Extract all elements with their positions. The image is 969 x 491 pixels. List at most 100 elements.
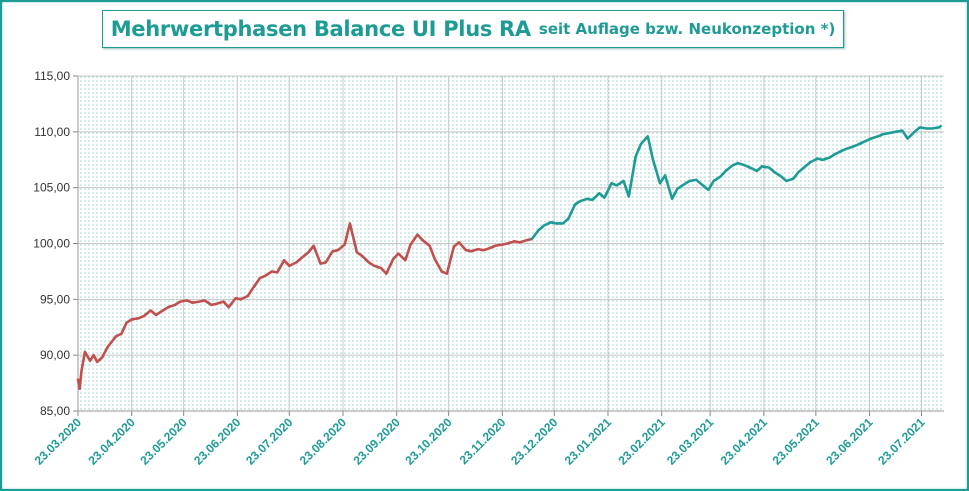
data-point: [615, 184, 618, 187]
data-point: [312, 244, 315, 247]
data-point: [628, 195, 630, 198]
data-point: [865, 140, 867, 142]
data-point: [719, 175, 722, 178]
data-point: [647, 135, 649, 138]
data-point: [567, 218, 569, 220]
data-point: [174, 304, 176, 306]
data-point: [453, 246, 455, 248]
data-point: [115, 335, 117, 338]
data-point: [307, 251, 310, 254]
data-point: [931, 127, 933, 130]
data-point: [331, 250, 334, 253]
data-point: [562, 222, 564, 225]
data-point: [295, 261, 298, 264]
data-point: [186, 299, 188, 302]
data-point: [846, 147, 848, 150]
data-point: [489, 247, 492, 249]
data-point: [167, 306, 169, 309]
data-point: [707, 189, 710, 191]
data-point: [780, 175, 782, 178]
data-point: [482, 249, 485, 251]
data-point: [125, 322, 128, 324]
data-point: [695, 179, 698, 181]
data-point: [882, 133, 885, 135]
data-point: [162, 309, 164, 312]
data-point: [106, 346, 109, 349]
data-point: [858, 143, 860, 145]
data-point: [380, 267, 382, 269]
data-point: [816, 157, 819, 160]
data-point: [246, 295, 249, 297]
y-tick-label: 90,00: [40, 348, 70, 362]
x-tick-label: 23.08.2020: [297, 415, 350, 468]
data-point: [804, 165, 807, 168]
data-point: [598, 192, 601, 195]
data-point: [271, 270, 273, 273]
data-point: [440, 270, 443, 273]
data-point: [397, 252, 400, 255]
x-tick-label: 23.01.2021: [562, 415, 615, 468]
y-tick-label: 85,00: [40, 404, 70, 418]
data-point: [501, 243, 504, 246]
data-point: [792, 177, 795, 180]
data-point: [288, 265, 291, 267]
data-point: [222, 300, 225, 303]
data-point: [210, 304, 213, 306]
data-point: [906, 137, 909, 140]
y-tick-label: 110,00: [34, 125, 70, 139]
chart-subtitle: seit Auflage bzw. Neukonzeption *): [538, 20, 836, 38]
data-point: [640, 143, 642, 145]
data-point: [300, 257, 303, 259]
x-tick-label: 23.12.2020: [508, 415, 561, 468]
x-tick-label: 23.10.2020: [402, 415, 455, 468]
x-tick-label: 23.06.2020: [191, 415, 244, 468]
data-point: [373, 265, 376, 267]
data-point: [525, 239, 528, 241]
data-point: [925, 127, 928, 130]
data-point: [446, 272, 448, 275]
data-point: [421, 239, 424, 241]
data-point: [531, 238, 533, 240]
data-point: [756, 170, 758, 172]
data-point: [574, 203, 576, 206]
data-point: [841, 150, 843, 152]
data-point: [822, 159, 824, 161]
data-point: [797, 171, 800, 173]
data-point: [191, 301, 194, 304]
data-point: [834, 153, 836, 155]
data-point: [458, 241, 460, 244]
x-tick-label: 23.02.2021: [615, 415, 668, 468]
data-point: [506, 242, 509, 245]
x-tick-label: 23.05.2020: [137, 415, 190, 468]
data-point: [96, 361, 98, 363]
data-point: [579, 200, 582, 202]
x-tick-label: 23.11.2020: [457, 415, 509, 467]
data-point: [385, 272, 388, 275]
data-point: [130, 318, 133, 321]
data-point: [543, 224, 545, 227]
data-point: [434, 258, 436, 260]
data-point: [264, 275, 266, 277]
data-point: [586, 198, 588, 200]
data-point: [828, 156, 831, 159]
data-point: [392, 258, 395, 260]
x-tick-label: 23.07.2021: [875, 415, 928, 468]
data-point: [349, 222, 351, 225]
gridlines: [73, 75, 944, 416]
data-point: [416, 233, 419, 236]
data-point: [518, 241, 521, 244]
x-tick-label: 23.03.2021: [664, 415, 717, 468]
data-point: [120, 333, 123, 335]
data-point: [939, 125, 942, 128]
data-point: [537, 229, 540, 231]
data-point: [731, 164, 734, 167]
series-lines: [76, 125, 942, 391]
data-point: [870, 137, 873, 140]
data-point: [700, 183, 703, 186]
data-point: [259, 277, 261, 279]
chart-title: Mehrwertphasen Balance UI Plus RA: [110, 17, 532, 41]
x-tick-label: 23.03.2020: [32, 415, 85, 468]
data-point: [477, 248, 479, 250]
x-tick-label: 23.05.2021: [770, 415, 823, 468]
data-point: [101, 356, 103, 359]
